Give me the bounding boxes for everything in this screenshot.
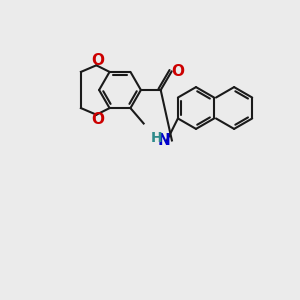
- Text: O: O: [171, 64, 184, 79]
- Text: N: N: [158, 133, 170, 148]
- Text: H: H: [151, 131, 163, 146]
- Text: O: O: [91, 53, 104, 68]
- Text: O: O: [91, 112, 104, 127]
